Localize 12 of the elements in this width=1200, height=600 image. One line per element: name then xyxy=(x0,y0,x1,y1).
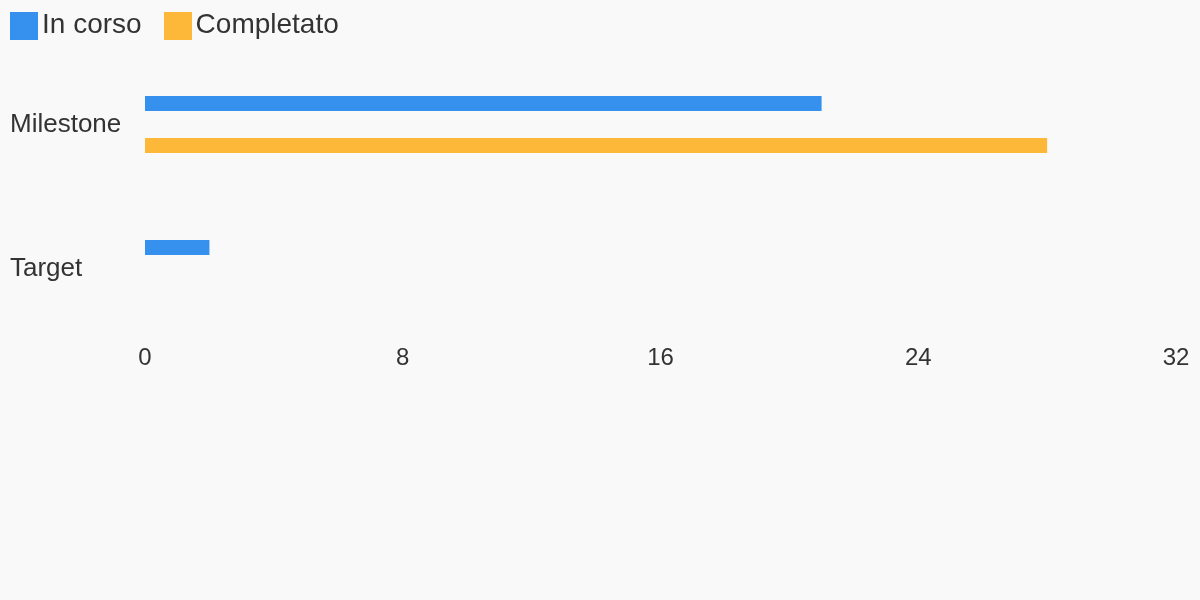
x-tick-label: 24 xyxy=(904,343,932,371)
x-tick-label: 32 xyxy=(1162,343,1190,371)
bar xyxy=(145,96,822,111)
x-tick-label: 16 xyxy=(647,343,674,371)
legend-label: Completato xyxy=(195,8,339,39)
x-tick-label: 8 xyxy=(396,343,410,371)
y-tick-label: Milestone xyxy=(10,108,122,138)
legend-label: In corso xyxy=(42,8,142,39)
bar xyxy=(145,138,1048,153)
y-tick-label: Target xyxy=(10,252,84,282)
x-tick-label: 0 xyxy=(138,343,152,371)
bar xyxy=(145,240,210,255)
